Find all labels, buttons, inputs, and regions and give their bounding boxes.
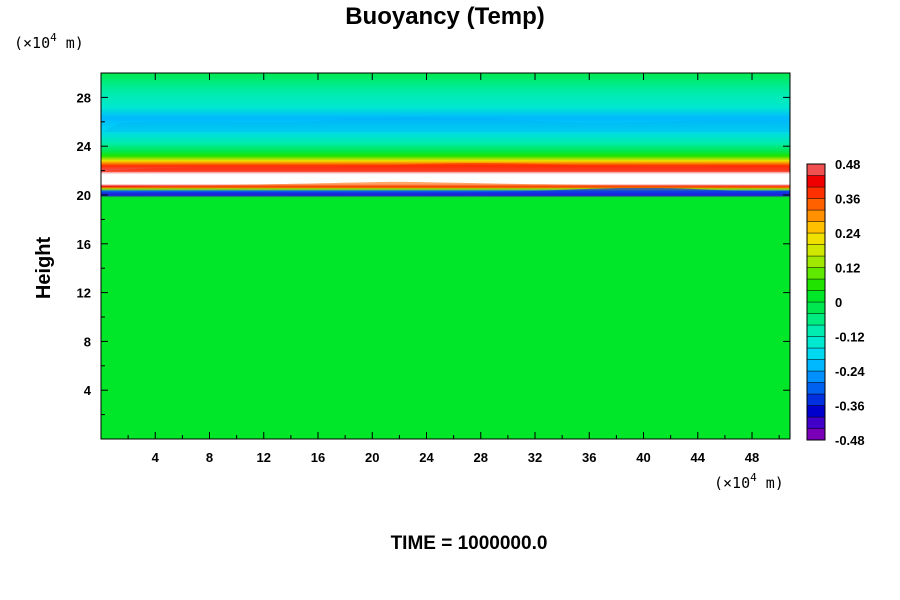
x-tick-label: 12: [257, 450, 271, 465]
buoyancy-field: [101, 73, 790, 439]
y-tick-label: 16: [77, 237, 91, 252]
colorbar-swatch: [806, 324, 826, 337]
colorbar-swatch: [806, 301, 826, 314]
x-tick-label: 24: [419, 450, 434, 465]
colorbar-swatch: [806, 370, 826, 383]
colorbar-swatch: [806, 382, 826, 395]
cold-band: [101, 187, 790, 196]
x-unit-label: (×104 m): [714, 471, 784, 492]
field-detail: [101, 116, 790, 196]
x-tick-label: 32: [528, 450, 542, 465]
colorbar-frame: [806, 163, 826, 441]
colorbar-swatch: [806, 416, 826, 429]
y-axis-ticks: 4 8 12 16 20 24 28: [77, 90, 790, 416]
x-axis-ticks: 4 8 12 16 20 24 28 32 36 40 44 48: [127, 73, 780, 465]
colorbar-label: -0.12: [835, 330, 865, 345]
x-tick-label: 36: [582, 450, 596, 465]
colorbar-label: -0.24: [835, 364, 865, 379]
x-tick-label: 40: [636, 450, 650, 465]
colorbar-swatch: [806, 175, 826, 188]
colorbar-label: -0.36: [835, 399, 865, 414]
time-label: TIME = 1000000.0: [391, 533, 548, 554]
y-tick-label: 8: [84, 334, 91, 349]
x-tick-label: 8: [206, 450, 213, 465]
x-tick-label: 44: [691, 450, 706, 465]
y-tick-label: 28: [77, 90, 91, 105]
x-tick-label: 4: [152, 450, 160, 465]
cool-layer: [101, 116, 790, 132]
colorbar-swatch: [806, 405, 826, 418]
colorbar-swatch: [806, 267, 826, 280]
colorbar-swatch: [806, 186, 826, 199]
x-tick-label: 20: [365, 450, 379, 465]
colorbar-label: 0.36: [835, 192, 860, 207]
colorbar-swatch: [806, 278, 826, 291]
colorbar: 0.48 0.36 0.24 0.12 0 -0.12 -0.24 -0.36 -0.48: [806, 157, 865, 448]
colorbar-swatch: [806, 347, 826, 360]
x-tick-label: 48: [745, 450, 759, 465]
colorbar-swatch: [806, 428, 826, 441]
colorbar-swatch: [806, 313, 826, 326]
chart-title: Buoyancy (Temp): [345, 3, 545, 30]
colorbar-swatch: [806, 255, 826, 268]
y-tick-label: 12: [77, 286, 91, 301]
colorbar-swatch: [806, 232, 826, 245]
colorbar-swatch: [806, 359, 826, 372]
colorbar-swatch: [806, 290, 826, 303]
colorbar-swatch: [806, 209, 826, 222]
x-tick-label: 16: [311, 450, 325, 465]
y-unit-label: (×104 m): [14, 31, 84, 52]
colorbar-swatch: [806, 336, 826, 349]
colorbar-swatch: [806, 198, 826, 211]
colorbar-label: 0.12: [835, 261, 860, 276]
colorbar-label: 0: [835, 295, 842, 310]
colorbar-swatch: [806, 163, 826, 176]
x-tick-label: 28: [474, 450, 488, 465]
y-tick-label: 4: [84, 383, 92, 398]
lower-warm-line: [101, 181, 790, 188]
y-axis-label: Height: [33, 237, 55, 300]
colorbar-label: -0.48: [835, 433, 865, 448]
colorbar-label: 0.48: [835, 157, 860, 172]
y-tick-label: 24: [77, 139, 92, 154]
y-tick-label: 20: [77, 188, 91, 203]
upper-warm-band: [101, 163, 790, 172]
colorbar-swatch: [806, 221, 826, 234]
colorbar-label: 0.24: [835, 226, 861, 241]
plot-frame: [100, 72, 791, 440]
colorbar-swatch: [806, 393, 826, 406]
colorbar-swatch: [806, 244, 826, 257]
